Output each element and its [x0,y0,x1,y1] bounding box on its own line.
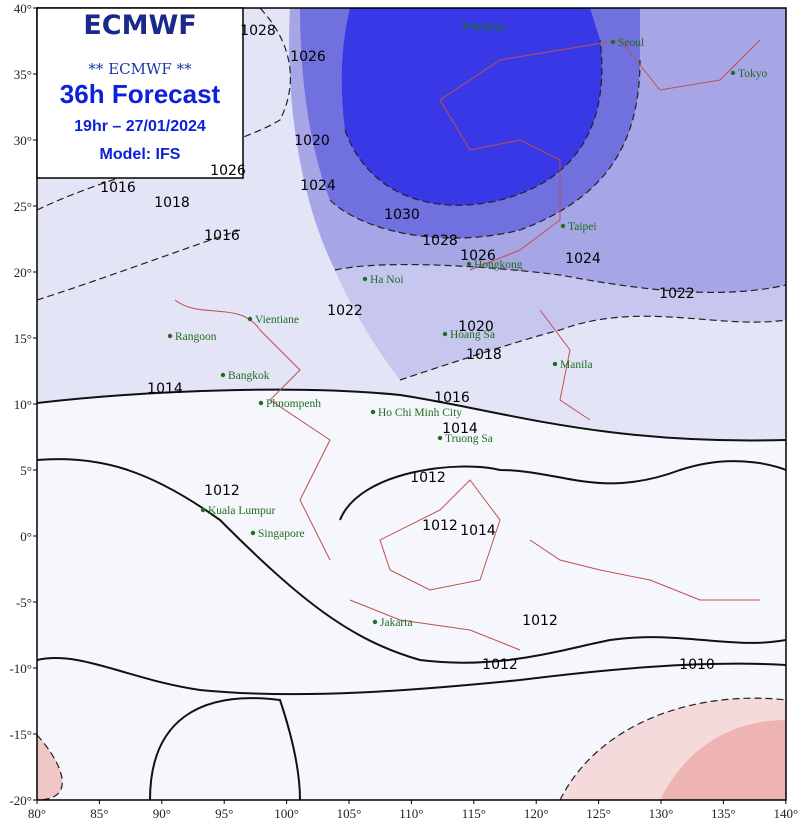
lon-label: 80° [28,806,46,821]
lon-label: 100° [274,806,299,821]
city-label: Taipei [568,221,597,233]
isobar-label: 1014 [147,381,183,397]
city-label: Rangoon [175,331,217,343]
isobar-label: 1026 [210,163,246,179]
isobar-label: 1016 [204,228,240,244]
lat-label: -5° [16,595,32,610]
lon-label: 120° [524,806,549,821]
valid-time: 19hr – 27/01/2024 [74,118,206,135]
isobar-label: 1012 [204,483,240,499]
isobar-label: 1020 [458,319,494,335]
lat-label: 35° [14,67,32,82]
city-label: Kuala Lumpur [208,505,276,517]
lat-label: 30° [14,133,32,148]
city-dot [372,619,378,625]
city-dot [437,435,443,441]
lat-label: 20° [14,265,32,280]
city-label: Seoul [618,37,644,49]
city-dot [362,276,368,282]
city-label: Manila [560,359,593,371]
lat-label: -15° [9,727,32,742]
city-dot [258,400,264,406]
city-dot [730,70,736,76]
city-label: Ho Chi Minh City [378,407,462,419]
city-label: Jakarta [380,617,413,629]
lat-label: -20° [9,793,32,808]
isobar-label: 1012 [410,470,446,486]
lat-label: 0° [20,529,32,544]
title: 36h Forecast [60,79,221,109]
lon-label: 130° [649,806,674,821]
lon-label: 115° [462,806,486,821]
isobar-label: 1018 [154,195,190,211]
lat-label: 40° [14,1,32,16]
city-label: Singapore [258,528,305,540]
isobar-label: 1026 [460,248,496,264]
lat-label: -10° [9,661,32,676]
isobar-label: 1024 [565,251,601,267]
isobar-label: 1022 [659,286,695,302]
isobar-label: 1012 [482,657,518,673]
lon-label: 105° [337,806,362,821]
lon-label: 110° [399,806,423,821]
city-dot [250,530,256,536]
isobar-label: 1024 [300,178,336,194]
city-dot [200,507,206,513]
city-label: Tokyo [738,68,767,80]
city-label: Bangkok [228,370,270,382]
city-label: Hoang Sa [450,329,495,341]
lon-label: 85° [90,806,108,821]
header-box [36,7,244,179]
city-dot [167,333,173,339]
city-label: Vientiane [255,314,299,326]
subtitle: ** ECMWF ** [88,60,192,78]
isobar-label: 1020 [294,133,330,149]
isobar-label: 1028 [240,23,276,39]
isobar-label: 1030 [384,207,420,223]
isobar-label: 1010 [679,657,715,673]
city-label: Hongkong [474,259,523,271]
city-dot [462,23,468,29]
isobar-label: 1014 [460,523,496,539]
isobar-label: 1028 [422,233,458,249]
lat-label: 15° [14,331,32,346]
lon-label: 95° [215,806,233,821]
isobar-label: 1026 [290,49,326,65]
city-dot [370,409,376,415]
city-label: Truong Sa [445,433,493,445]
city-dot [552,361,558,367]
isobar-label: 1012 [422,518,458,534]
isobar-label: 1016 [434,390,470,406]
lat-label: 25° [14,199,32,214]
isobar-label: 1018 [466,347,502,363]
city-dot [220,372,226,378]
city-dot [247,316,253,322]
lon-label: 125° [586,806,611,821]
pressure-field [37,8,786,800]
lat-label: 10° [14,397,32,412]
city-dot [610,39,616,45]
lon-label: 140° [773,806,798,821]
lat-label: 5° [20,463,32,478]
model: Model: IFS [100,146,181,163]
isobar-label: 1014 [442,421,478,437]
isobar-label: 1016 [100,180,136,196]
isobar-label: 1012 [522,613,558,629]
city-label: Ha Noi [370,274,404,286]
city-label: Beijing [470,21,504,33]
city-dot [442,331,448,337]
logo: ECMWF [83,10,196,41]
city-dot [560,223,566,229]
isobar-label: 1022 [327,303,363,319]
city-dot [466,261,472,267]
lon-label: 135° [711,806,736,821]
lon-label: 90° [153,806,171,821]
city-label: Phnompenh [266,398,321,410]
